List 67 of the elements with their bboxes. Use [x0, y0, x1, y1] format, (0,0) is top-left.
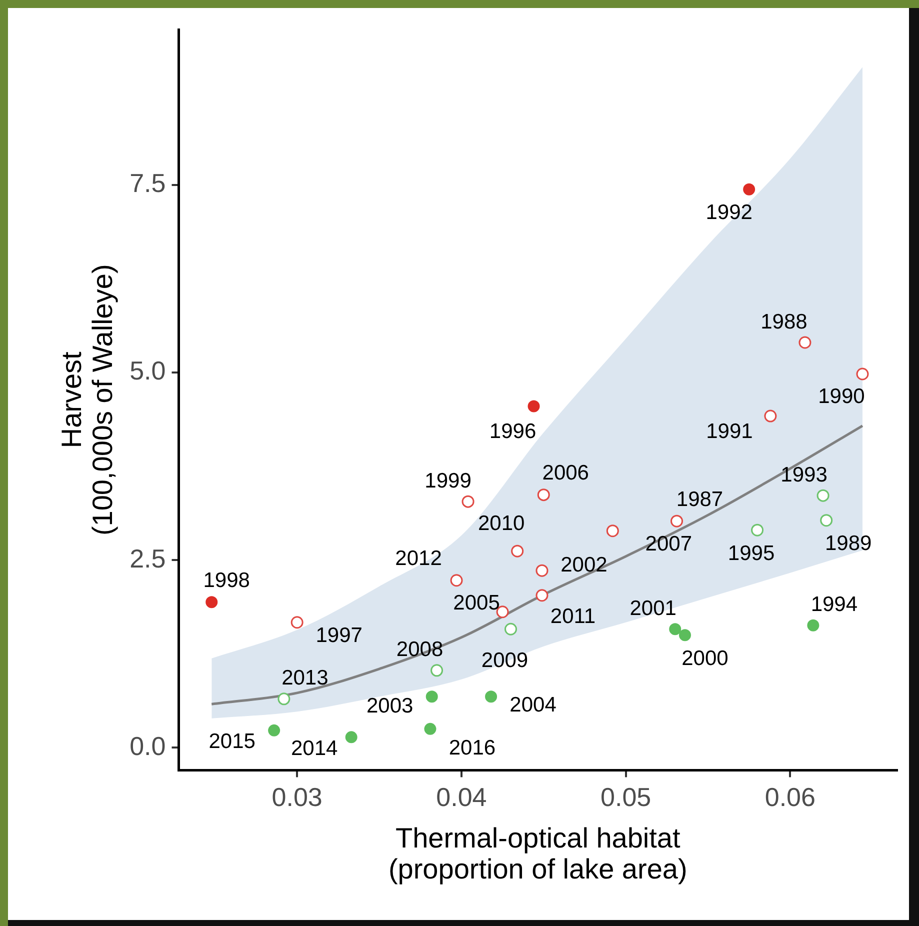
annotation: 1987 [676, 488, 724, 511]
point [430, 664, 444, 677]
annotation: 2008 [396, 638, 444, 662]
point [504, 622, 518, 636]
annotation: 2013 [282, 666, 328, 690]
x-tick-label: 0.05 [600, 782, 652, 812]
annotation: 1999 [424, 469, 472, 492]
annotation: 2009 [481, 648, 528, 672]
point [426, 690, 438, 703]
point [345, 731, 358, 744]
annotation: 2001 [630, 596, 676, 620]
point [450, 574, 463, 587]
annotation: 1991 [706, 420, 753, 443]
point [424, 722, 436, 735]
point [278, 692, 290, 706]
point [820, 514, 833, 527]
annotation: 2006 [542, 462, 589, 485]
annotation: 2005 [453, 592, 500, 615]
point [751, 524, 764, 536]
y-tick-label: 5.0 [130, 356, 166, 386]
point [816, 489, 830, 502]
y-axis-title: Harvest (100,000s of Walleye) [56, 264, 118, 536]
point [206, 596, 218, 608]
annotation: 2004 [510, 693, 557, 716]
point [511, 544, 524, 558]
annotation: 1993 [780, 463, 828, 486]
y-tick-label: 2.5 [130, 543, 166, 574]
y-tick-label: 0.0 [130, 730, 166, 761]
x-tick-label: 0.04 [436, 782, 487, 812]
point [537, 488, 550, 502]
annotation: 1998 [203, 568, 250, 592]
annotation: 2000 [682, 646, 728, 670]
annotation: 2007 [645, 532, 692, 556]
annotation: 1990 [818, 384, 865, 408]
x-axis-title: Thermal-optical habitat (proportion of lake area) [388, 822, 688, 884]
annotation: 2010 [478, 512, 525, 535]
annotation: 2016 [448, 736, 496, 760]
point [807, 619, 820, 632]
point [669, 623, 682, 636]
point [536, 564, 548, 577]
point [856, 368, 869, 380]
point [606, 524, 619, 538]
annotation: 2014 [290, 736, 338, 760]
annotation: 2011 [550, 605, 596, 628]
annotation: 2002 [560, 553, 608, 576]
annotation: 2012 [395, 547, 442, 570]
point [268, 724, 280, 736]
point [528, 400, 540, 412]
point [678, 629, 691, 642]
x-tick-label: 0.06 [764, 782, 816, 812]
annotation: 1989 [824, 532, 872, 556]
point [764, 410, 777, 422]
point [670, 514, 684, 528]
annotation: 1996 [489, 420, 536, 444]
annotation: 2015 [208, 730, 256, 754]
point [536, 589, 548, 602]
annotation: 1992 [706, 201, 752, 224]
point [485, 690, 498, 703]
annotation: 1994 [810, 593, 858, 616]
annotation: 1995 [728, 542, 775, 565]
point [798, 336, 812, 349]
x-tick-label: 0.03 [272, 782, 322, 812]
annotation: 1997 [316, 624, 362, 648]
y-tick-label: 7.5 [130, 168, 166, 198]
annotation: 1988 [760, 310, 808, 334]
annotation: 2003 [366, 694, 414, 718]
point [743, 183, 756, 196]
